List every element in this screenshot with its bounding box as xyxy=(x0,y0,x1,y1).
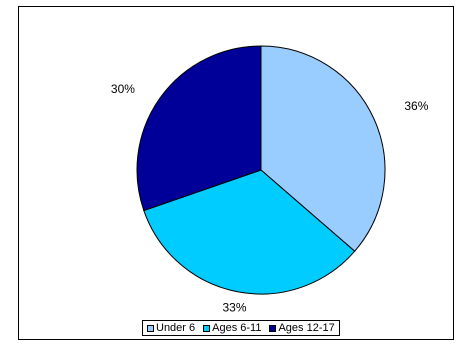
pie-data-label-ages-12-17: 30% xyxy=(111,82,135,96)
legend-swatch-ages-12-17 xyxy=(269,324,277,332)
pie-slice-under-6 xyxy=(260,45,386,252)
legend-swatch-under-6 xyxy=(147,324,154,332)
legend-label-ages-6-11: Ages 6-11 xyxy=(212,322,262,334)
pie-slice-ages-6-11 xyxy=(143,169,356,295)
pie-data-label-ages-6-11: 33% xyxy=(222,300,246,314)
pie-data-label-under-6: 36% xyxy=(404,99,428,113)
pie-slice-ages-12-17 xyxy=(136,45,262,212)
legend-swatch-ages-6-11 xyxy=(203,324,211,332)
legend-item-under-6: Under 6 xyxy=(147,322,195,334)
chart-legend: Under 6 Ages 6-11 Ages 12-17 xyxy=(142,320,340,336)
legend-label-ages-12-17: Ages 12-17 xyxy=(278,322,335,334)
legend-item-ages-6-11: Ages 6-11 xyxy=(203,322,261,334)
legend-label-under-6: Under 6 xyxy=(156,322,196,334)
legend-item-ages-12-17: Ages 12-17 xyxy=(269,322,335,334)
